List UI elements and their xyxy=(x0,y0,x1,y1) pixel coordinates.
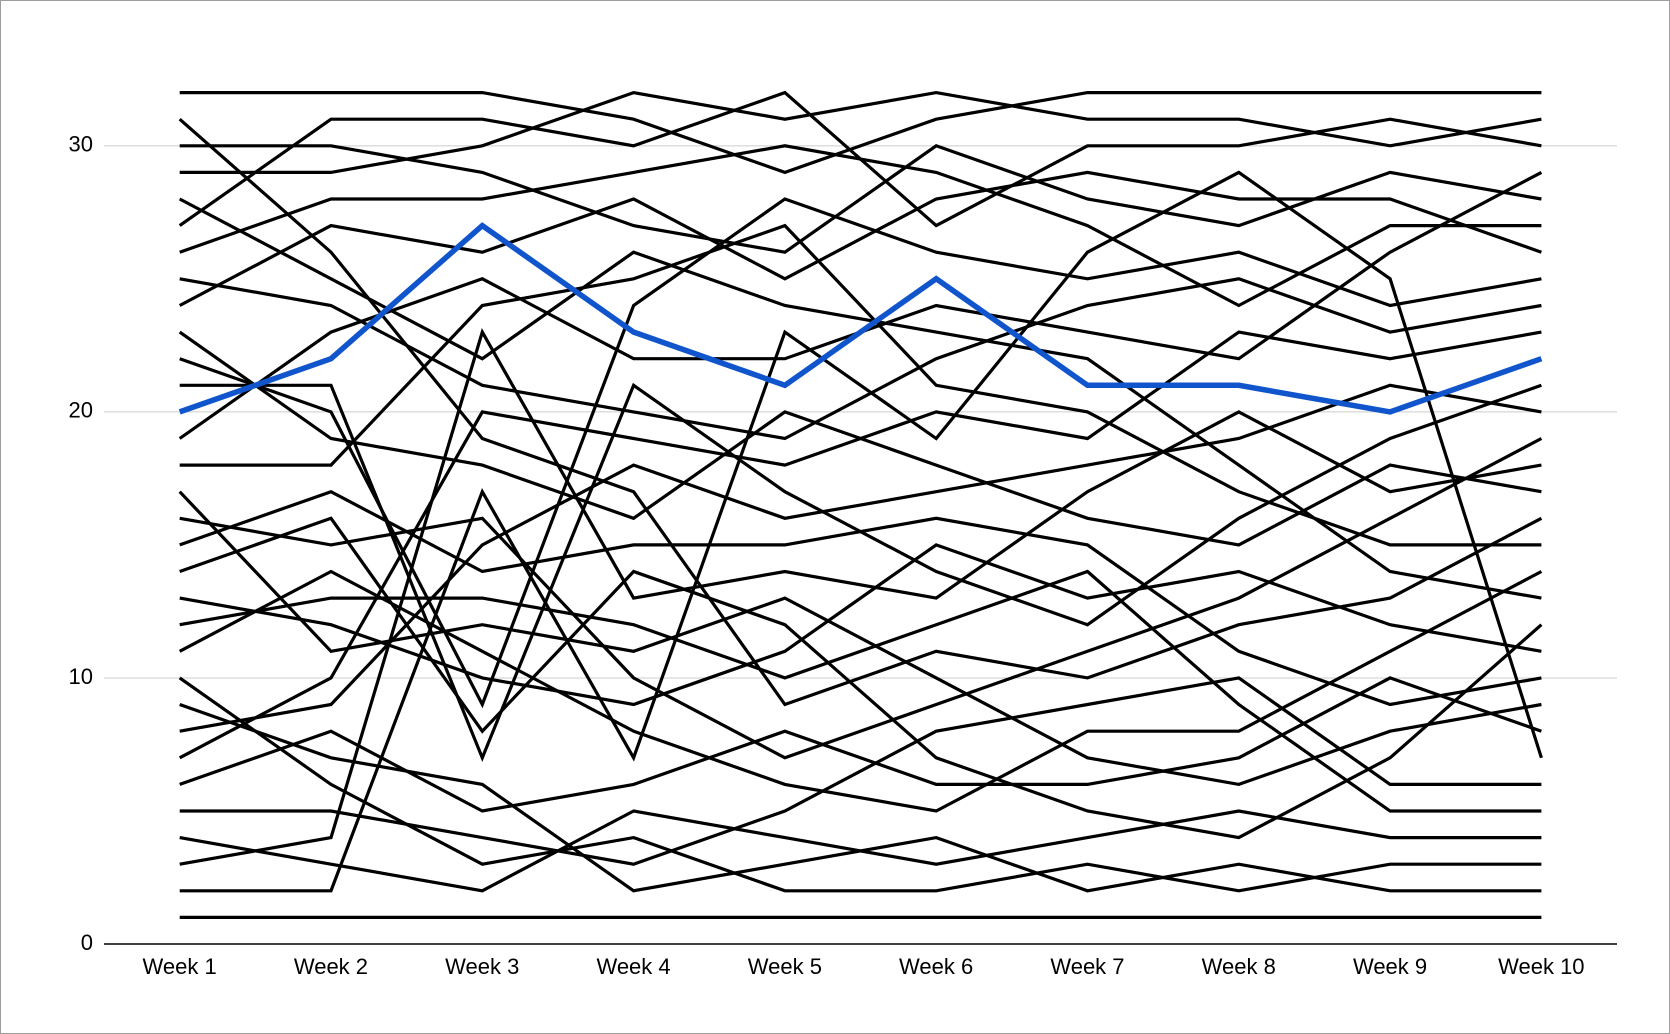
x-tick-label: Week 4 xyxy=(596,954,670,979)
series-line xyxy=(179,676,1542,813)
series-line xyxy=(179,676,1542,866)
series-line xyxy=(179,328,1542,866)
series-line xyxy=(179,383,1542,733)
series-line xyxy=(179,197,1542,709)
series-line xyxy=(179,223,1542,547)
x-tick-label: Week 2 xyxy=(294,954,368,979)
y-tick-label: 20 xyxy=(69,398,93,423)
x-tick-label: Week 1 xyxy=(143,954,217,979)
series-line xyxy=(179,170,1543,893)
x-tick-label: Week 9 xyxy=(1353,954,1427,979)
series-line xyxy=(178,222,1543,415)
series-line xyxy=(179,91,1542,175)
series-line xyxy=(179,543,1542,707)
series-line xyxy=(178,330,1542,760)
x-tick-label: Week 8 xyxy=(1202,954,1276,979)
x-tick-label: Week 6 xyxy=(899,954,973,979)
series-line xyxy=(179,489,1542,707)
y-tick-label: 0 xyxy=(81,930,93,955)
y-tick-label: 10 xyxy=(69,664,93,689)
series-line xyxy=(179,569,1542,813)
series-line xyxy=(178,569,1543,813)
x-tick-label: Week 5 xyxy=(748,954,822,979)
series-line xyxy=(179,144,1542,308)
x-tick-label: Week 3 xyxy=(445,954,519,979)
x-tick-label: Week 10 xyxy=(1498,954,1584,979)
y-tick-label: 30 xyxy=(69,132,93,157)
series-line xyxy=(178,170,1542,307)
x-tick-label: Week 7 xyxy=(1050,954,1124,979)
series-line xyxy=(179,809,1542,893)
